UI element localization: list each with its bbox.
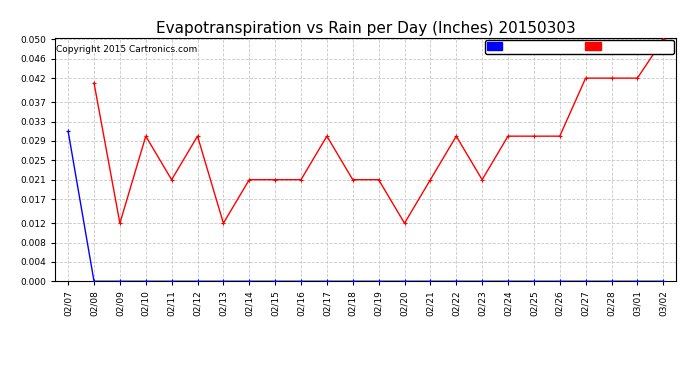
- Title: Evapotranspiration vs Rain per Day (Inches) 20150303: Evapotranspiration vs Rain per Day (Inch…: [156, 21, 575, 36]
- Text: Copyright 2015 Cartronics.com: Copyright 2015 Cartronics.com: [57, 45, 198, 54]
- Legend: Rain (Inches), ET  (Inches): Rain (Inches), ET (Inches): [485, 40, 674, 54]
